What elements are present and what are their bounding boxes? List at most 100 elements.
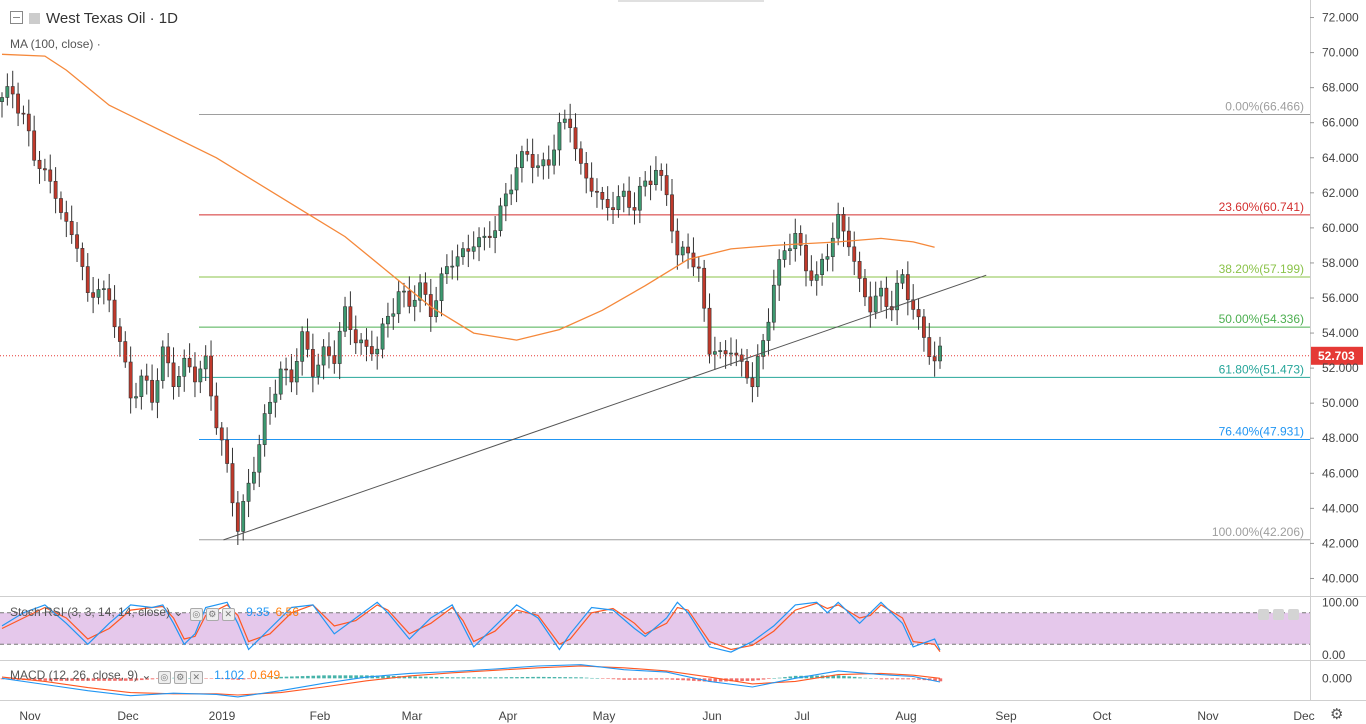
move-pane-down-icon[interactable] — [1273, 609, 1284, 620]
candle-body[interactable] — [804, 245, 808, 272]
candle-body[interactable] — [820, 258, 824, 275]
ma-legend[interactable]: MA (100, close) · — [10, 37, 101, 51]
candle-body[interactable] — [450, 265, 455, 268]
candle-body[interactable] — [332, 355, 337, 364]
candle-body[interactable] — [26, 113, 31, 132]
candle-body[interactable] — [139, 375, 144, 397]
candle-body[interactable] — [637, 185, 642, 211]
candle-body[interactable] — [895, 282, 900, 311]
candle-body[interactable] — [611, 207, 615, 211]
candle-body[interactable] — [268, 401, 272, 414]
candle-body[interactable] — [96, 289, 101, 298]
candle-body[interactable] — [80, 248, 85, 267]
price-pane[interactable]: 52.703 — [0, 53, 1363, 546]
candle-body[interactable] — [246, 482, 251, 502]
candle-body[interactable] — [209, 355, 213, 397]
candle-body[interactable] — [846, 230, 851, 248]
candle-body[interactable] — [375, 348, 380, 355]
candle-body[interactable] — [798, 233, 803, 246]
candle-body[interactable] — [766, 321, 771, 341]
candle-body[interactable] — [595, 190, 599, 193]
candle-body[interactable] — [455, 256, 460, 267]
candle-body[interactable] — [552, 149, 556, 166]
candle-body[interactable] — [337, 330, 342, 364]
candle-body[interactable] — [386, 315, 390, 325]
candle-body[interactable] — [107, 288, 112, 301]
candle-body[interactable] — [42, 168, 47, 171]
candle-body[interactable] — [927, 337, 932, 357]
candle-body[interactable] — [621, 190, 626, 197]
candle-body[interactable] — [755, 356, 760, 388]
candle-body[interactable] — [589, 177, 594, 192]
candle-body[interactable] — [793, 233, 798, 250]
candle-body[interactable] — [578, 148, 583, 164]
candle-body[interactable] — [225, 439, 230, 464]
candle-body[interactable] — [825, 256, 830, 260]
macd-legend[interactable]: MACD (12, 26, close, 9) ⌄ ◎ ⚙ ✕ 1.102 0.649 — [10, 668, 280, 684]
eye-icon[interactable]: ◎ — [189, 608, 203, 621]
candle-body[interactable] — [584, 163, 589, 179]
stoch-rsi-d-line[interactable] — [1, 602, 941, 652]
candle-body[interactable] — [739, 354, 744, 362]
candle-body[interactable] — [664, 175, 669, 196]
candle-body[interactable] — [257, 444, 262, 473]
candle-body[interactable] — [932, 356, 937, 362]
candle-body[interactable] — [782, 250, 787, 260]
candle-body[interactable] — [884, 287, 889, 307]
candle-body[interactable] — [364, 339, 369, 347]
candle-body[interactable] — [21, 112, 26, 115]
candle-body[interactable] — [546, 159, 551, 166]
candle-body[interactable] — [627, 190, 632, 208]
candle-body[interactable] — [284, 368, 288, 371]
candle-body[interactable] — [166, 346, 171, 364]
candle-body[interactable] — [814, 274, 819, 281]
candle-body[interactable] — [69, 221, 74, 236]
candle-body[interactable] — [75, 234, 79, 249]
candle-body[interactable] — [498, 205, 503, 231]
candle-body[interactable] — [477, 237, 481, 248]
stoch-rsi-pane[interactable] — [1, 601, 941, 653]
candle-body[interactable] — [868, 296, 873, 313]
candle-body[interactable] — [841, 214, 846, 232]
candle-body[interactable] — [10, 86, 15, 95]
candle-body[interactable] — [659, 169, 664, 176]
candle-body[interactable] — [911, 299, 916, 310]
candle-body[interactable] — [16, 93, 20, 114]
candle-body[interactable] — [160, 346, 165, 381]
candle-body[interactable] — [5, 86, 10, 98]
candle-body[interactable] — [466, 248, 471, 252]
candle-body[interactable] — [761, 340, 766, 357]
candle-body[interactable] — [59, 198, 63, 213]
candle-body[interactable] — [654, 169, 658, 186]
candle-body[interactable] — [391, 313, 396, 317]
stoch-rsi-legend[interactable]: Stoch RSI (3, 3, 14, 14, close) ⌄ ◎ ⚙ ✕ 9.… — [10, 605, 299, 621]
candle-body[interactable] — [396, 291, 401, 315]
candle-body[interactable] — [230, 463, 235, 504]
candle-body[interactable] — [91, 292, 96, 298]
candle-body[interactable] — [852, 246, 857, 262]
candle-body[interactable] — [85, 266, 90, 293]
candle-body[interactable] — [203, 355, 208, 370]
candle-body[interactable] — [734, 352, 739, 356]
candle-body[interactable] — [128, 361, 133, 399]
candle-body[interactable] — [278, 368, 283, 395]
candle-body[interactable] — [155, 380, 160, 403]
candle-body[interactable] — [134, 396, 138, 399]
candle-body[interactable] — [830, 237, 835, 257]
candle-body[interactable] — [729, 352, 733, 355]
move-pane-up-icon[interactable] — [1258, 609, 1269, 620]
candle-body[interactable] — [616, 196, 621, 211]
candle-body[interactable] — [32, 130, 37, 161]
candle-body[interactable] — [723, 350, 728, 355]
fibonacci-retracement[interactable]: 0.00%(66.466) 23.60%(60.741) 38.20%(57.199… — [199, 100, 1310, 541]
candle-body[interactable] — [187, 357, 192, 368]
candle-body[interactable] — [836, 214, 841, 239]
close-icon[interactable]: ✕ — [221, 608, 235, 621]
candle-body[interactable] — [643, 180, 648, 187]
candle-body[interactable] — [503, 193, 508, 207]
candle-body[interactable] — [112, 299, 117, 328]
candle-body[interactable] — [675, 230, 680, 256]
candle-body[interactable] — [198, 368, 203, 383]
candle-body[interactable] — [176, 376, 181, 387]
settings-icon[interactable]: ⚙ — [173, 671, 187, 684]
